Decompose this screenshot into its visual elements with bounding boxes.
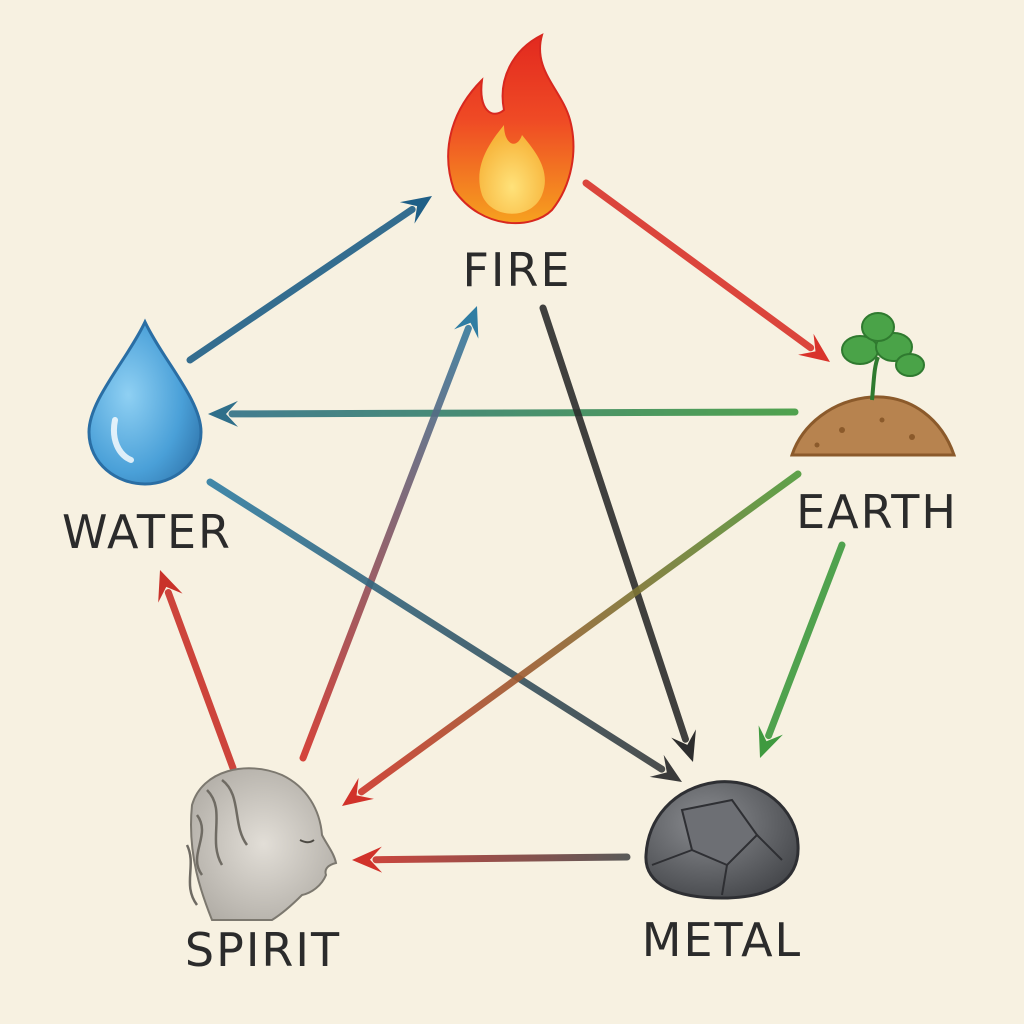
- arrow-shaft: [582, 179, 815, 352]
- arrow-shaft: [206, 478, 666, 773]
- arrow-head: [352, 846, 383, 873]
- arrow-earth-to-metal: [758, 541, 846, 758]
- node-label-spirit: SPIRIT: [184, 923, 342, 977]
- water-drop-icon: [87, 318, 203, 486]
- arrow-shaft: [357, 470, 802, 796]
- edges-layer: [158, 179, 846, 873]
- arrow-water-to-fire: [186, 196, 432, 364]
- arrow-fire-to-metal: [539, 304, 696, 762]
- arrow-head: [158, 570, 183, 603]
- arrow-head: [342, 777, 374, 806]
- arrow-earth-to-spirit: [342, 470, 802, 806]
- arrow-fire-to-earth: [582, 179, 830, 362]
- arrow-shaft: [228, 408, 799, 418]
- arrow-water-to-metal: [206, 478, 682, 782]
- arrow-spirit-to-water: [158, 570, 237, 772]
- arrow-earth-to-water: [208, 400, 799, 427]
- node-label-fire: FIRE: [462, 243, 572, 297]
- arrow-head: [798, 333, 830, 362]
- arrow-shaft: [164, 589, 237, 772]
- arrow-shaft: [299, 324, 472, 762]
- arrow-metal-to-spirit: [352, 846, 631, 873]
- arrow-shaft: [765, 541, 846, 740]
- flame-icon: [447, 33, 575, 225]
- arrow-head: [758, 725, 783, 758]
- arrow-shaft: [186, 205, 416, 364]
- face-profile-icon: [185, 767, 338, 921]
- node-label-earth: EARTH: [796, 485, 958, 539]
- node-label-water: WATER: [62, 505, 232, 559]
- arrow-head: [649, 754, 682, 782]
- arrow-shaft: [539, 304, 689, 743]
- arrow-head: [454, 306, 479, 339]
- arrow-spirit-to-fire: [299, 306, 479, 762]
- arrow-shaft: [372, 853, 631, 864]
- rock-icon: [644, 780, 800, 900]
- node-label-metal: METAL: [641, 913, 803, 967]
- arrow-head: [399, 196, 432, 224]
- arrow-head: [671, 729, 696, 762]
- sprout-mound-icon: [789, 312, 957, 457]
- arrow-head: [208, 400, 239, 427]
